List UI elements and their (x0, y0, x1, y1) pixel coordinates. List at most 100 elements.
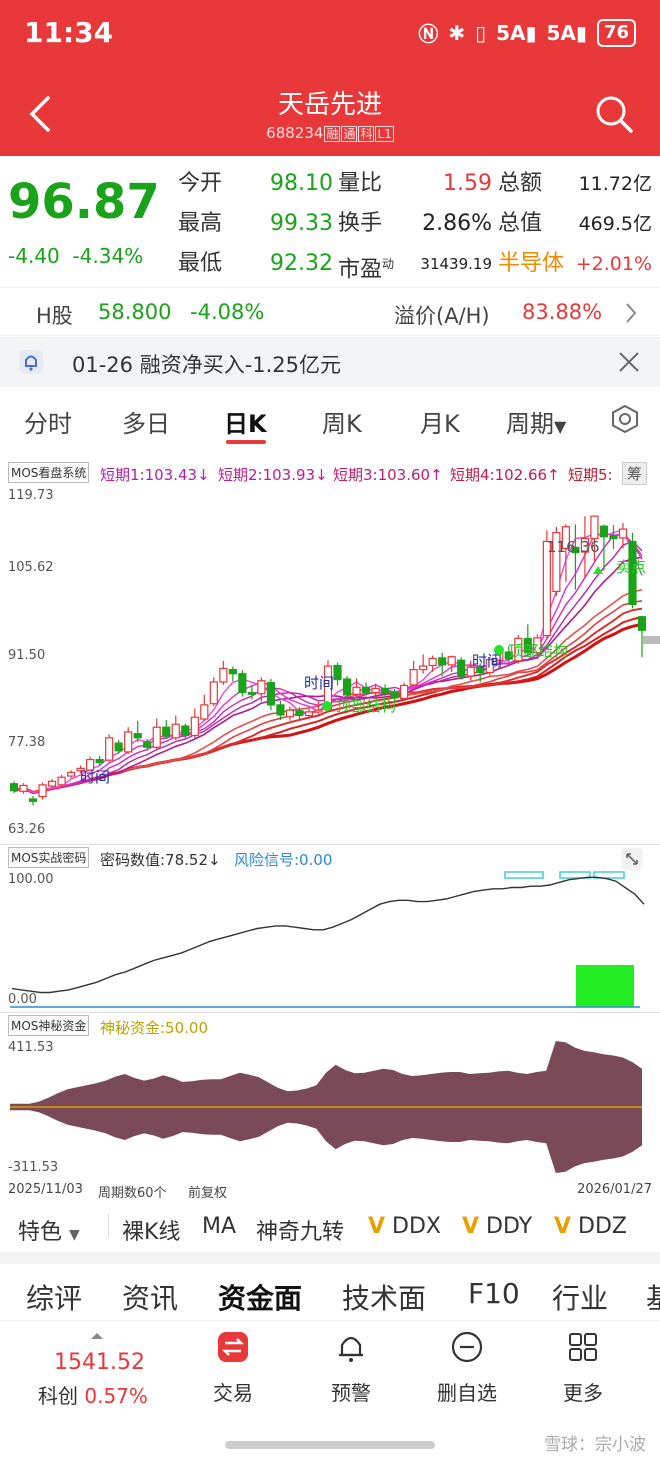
main-indicator-tag[interactable]: MOS看盘系统 (8, 462, 90, 483)
tab-intraday[interactable]: 分时 (24, 410, 72, 438)
candle (485, 659, 494, 674)
tab-technical[interactable]: 技术面 (342, 1282, 427, 1315)
candle (66, 771, 76, 777)
chart-area[interactable]: MOS看盘系统 短期1:103.43↓ 短期2:103.93↓ 短期3:103.… (0, 458, 660, 1203)
candle (419, 665, 428, 671)
candle (504, 651, 513, 660)
tab-multi-day[interactable]: 多日 (122, 410, 170, 438)
tab-weekly-k[interactable]: 周K (322, 410, 362, 438)
nav-remove-watchlist[interactable]: 删自选 (412, 1330, 522, 1406)
back-icon[interactable] (22, 92, 62, 136)
tool-ma[interactable]: MA (202, 1214, 237, 1239)
candle (200, 704, 209, 720)
ind2-value-2: 风险信号:0.00 (234, 851, 333, 869)
home-indicator[interactable] (225, 1441, 435, 1449)
candle (609, 534, 618, 540)
battery-icon: 76 (596, 18, 636, 47)
chip-distribution-button[interactable]: 筹 (622, 462, 648, 485)
tool-ddx[interactable]: V DDX (368, 1214, 441, 1239)
risk-signal-box-2 (559, 871, 591, 879)
h-share-pct: -4.08% (190, 300, 265, 324)
candle (38, 784, 47, 798)
h-share-row[interactable]: H股 58.800 -4.08% 溢价(A/H) 83.88% (0, 290, 660, 336)
tab-f10[interactable]: F10 (468, 1277, 520, 1310)
candles (9, 515, 647, 806)
tool-row: 特色 ▼ 裸K线 MA 神奇九转 V DDX V DDY V DDZ (0, 1208, 660, 1252)
ind2-tag[interactable]: MOS实战密码 (8, 847, 90, 868)
kline-chart[interactable]: 116.36 时间 时间 时间 顶部结构 顶部结构 卖点 (0, 486, 660, 838)
index-value: 1541.52 (54, 1350, 145, 1375)
status-icons: Ⓝ ✱ ▯ 5A▮ 5A▮ 76 (418, 18, 636, 47)
ind2-row: MOS实战密码 密码数值:78.52↓ 风险信号:0.00 (0, 844, 660, 870)
tab-capital[interactable]: 资金面 (218, 1282, 303, 1315)
active-tab-underline (226, 440, 266, 444)
tab-period-dropdown[interactable]: 周期▼ (506, 410, 567, 438)
annotation-top-2: 顶部结构 (508, 642, 568, 660)
caret-down-icon: ▼ (554, 417, 567, 436)
ind3-tag[interactable]: MOS神秘资金 (8, 1015, 90, 1036)
ma-label-4: 短期4:102.66↑ (450, 466, 560, 484)
candle (304, 711, 314, 717)
divider (108, 1214, 109, 1238)
quote-values-col1: 98.10 99.33 92.32 (270, 171, 333, 276)
notice-text: 01-26 融资净买入-1.25亿元 (72, 353, 342, 377)
close-icon[interactable] (618, 351, 640, 373)
feature-dropdown[interactable]: 特色 ▼ (18, 1220, 80, 1245)
y-label-top: 119.73 (8, 488, 54, 503)
signal-icon-2: 5A▮ (546, 20, 587, 45)
tab-fund[interactable]: 基 (646, 1277, 660, 1317)
premium-label: 溢价(A/H) (394, 304, 490, 328)
y-label-2: 105.62 (8, 560, 54, 575)
ind2-y-top: 100.00 (8, 872, 54, 887)
nav-alert[interactable]: 预警 (296, 1330, 406, 1406)
tool-ddy[interactable]: V DDY (462, 1214, 533, 1239)
bluetooth-icon: ✱ (448, 20, 466, 45)
remove-circle-icon (451, 1331, 483, 1363)
tab-news[interactable]: 资讯 (122, 1282, 179, 1315)
candle (124, 731, 133, 753)
ind3-value-1: 神秘资金:50.00 (100, 1019, 208, 1037)
candle (628, 540, 637, 605)
candle (114, 742, 123, 752)
stock-name: 天岳先进 (277, 90, 382, 120)
tab-daily-k[interactable]: 日K (224, 410, 267, 438)
tab-review[interactable]: 综评 (26, 1282, 83, 1315)
tab-monthly-k[interactable]: 月K (420, 410, 460, 438)
candle (247, 691, 256, 695)
candle (580, 537, 590, 553)
candle (618, 528, 628, 539)
quote-labels-col3: 总额 总值 半导体 (498, 171, 565, 276)
candle (428, 657, 437, 667)
settings-hex-icon[interactable] (610, 404, 640, 434)
watermark: 雪球：宗小波 (544, 1435, 646, 1455)
nav-more[interactable]: 更多 (528, 1330, 638, 1406)
quote-values-col3: 11.72亿 469.5亿 +2.01% (575, 173, 652, 275)
tool-magic-nine[interactable]: 神奇九转 (256, 1220, 345, 1245)
nav-trade[interactable]: 交易 (178, 1330, 288, 1406)
search-icon[interactable] (594, 94, 634, 134)
main-indicator-row: MOS看盘系统 短期1:103.43↓ 短期2:103.93↓ 短期3:103.… (0, 460, 660, 486)
candle (514, 637, 523, 662)
y-label-3: 91.50 (8, 648, 46, 663)
tab-industry[interactable]: 行业 (552, 1282, 609, 1315)
ind2-y-bottom: 0.00 (8, 992, 37, 1007)
tool-bare-k[interactable]: 裸K线 (122, 1220, 181, 1245)
candle (95, 758, 104, 764)
candle (152, 726, 161, 748)
candle (599, 525, 609, 538)
chevron-right-icon (626, 303, 637, 323)
ind3-chart[interactable] (0, 1038, 660, 1178)
candle (466, 666, 475, 677)
candle (637, 616, 647, 631)
tool-ddz[interactable]: V DDZ (554, 1214, 627, 1239)
y-label-bottom: 63.26 (8, 822, 46, 837)
candle (314, 709, 323, 713)
h-share-price: 58.800 (98, 300, 172, 324)
top-structure-dot-1 (322, 701, 332, 711)
notice-bar[interactable]: 01-26 融资净买入-1.25亿元 (0, 337, 660, 387)
ind2-chart[interactable] (0, 870, 660, 1010)
status-time: 11:34 (24, 16, 114, 49)
ind3-y-bottom: -311.53 (8, 1160, 59, 1175)
expand-icon[interactable] (620, 847, 644, 871)
candle (400, 684, 409, 700)
